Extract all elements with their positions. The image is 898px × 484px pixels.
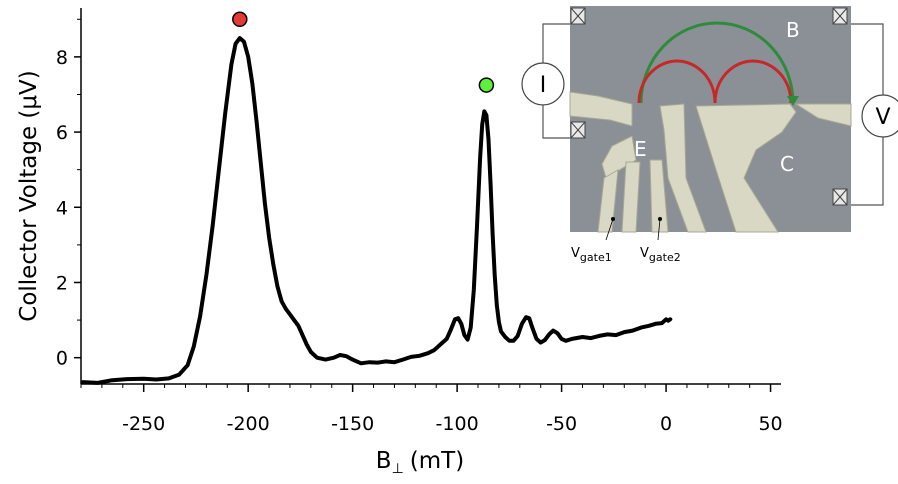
x-tick-label: -250 bbox=[122, 413, 165, 435]
gate2-leader bbox=[657, 218, 661, 241]
x-tick-label: 0 bbox=[660, 413, 672, 435]
gate2-label: Vgate2 bbox=[640, 246, 681, 264]
x-tick-label: 50 bbox=[758, 413, 782, 435]
x-axis-title-unit: (mT) bbox=[410, 448, 464, 474]
x-ticks: -250 -200 -150 -100 -50 0 50 bbox=[80, 384, 783, 435]
voltage-meter-icon bbox=[861, 94, 898, 138]
y-tick-label: 6 bbox=[56, 122, 68, 144]
y-tick-label: 8 bbox=[56, 47, 68, 69]
current-meter-icon bbox=[521, 62, 565, 106]
x-tick-label: -100 bbox=[436, 413, 479, 435]
y-tick-label: 0 bbox=[56, 348, 68, 370]
ohmic-contacts bbox=[570, 7, 848, 206]
x-axis-title-sub: ⊥ bbox=[392, 461, 404, 477]
trajectory-small-arc-2 bbox=[713, 59, 793, 104]
trajectory-small-arc-1 bbox=[637, 59, 717, 104]
x-tick-label: -200 bbox=[227, 413, 270, 435]
x-tick-label: -50 bbox=[546, 413, 577, 435]
y-axis-title: Collector Voltage (μV) bbox=[16, 70, 42, 321]
gate1-label-sub: gate1 bbox=[580, 251, 612, 264]
device-inset: B C E Vgate1 Vgate2 I V bbox=[521, 6, 898, 264]
peak-markers bbox=[232, 11, 495, 93]
contact-pad-icon bbox=[832, 7, 848, 25]
series-line bbox=[81, 36, 673, 385]
label-collector: C bbox=[780, 152, 794, 176]
peak-marker bbox=[478, 77, 495, 93]
x-tick-label: -150 bbox=[331, 413, 374, 435]
axes bbox=[80, 8, 781, 385]
x-axis-title-main: B bbox=[376, 448, 392, 474]
label-base: B bbox=[786, 18, 800, 42]
gate-electrodes bbox=[569, 91, 852, 233]
y-tick-label: 2 bbox=[56, 272, 68, 294]
contact-pad-icon bbox=[570, 121, 586, 139]
contact-pad-icon bbox=[570, 7, 586, 25]
current-meter-label: I bbox=[540, 73, 547, 98]
contact-pad-icon bbox=[832, 188, 848, 206]
gate2-label-sub: gate2 bbox=[649, 251, 681, 264]
circuit-wires bbox=[542, 23, 884, 206]
label-emitter: E bbox=[634, 137, 647, 161]
gate2-label-main: V bbox=[640, 246, 649, 261]
trajectory-arrowhead bbox=[787, 96, 799, 106]
y-ticks: 0 2 4 6 8 bbox=[56, 18, 81, 370]
gate1-leader bbox=[605, 218, 614, 241]
gate1-label-main: V bbox=[571, 246, 580, 261]
voltage-meter-label: V bbox=[875, 105, 890, 130]
trajectory-big-arc bbox=[639, 21, 795, 104]
y-tick-label: 4 bbox=[56, 197, 68, 219]
gate1-label: Vgate1 bbox=[571, 246, 612, 264]
peak-marker bbox=[232, 11, 248, 28]
x-axis-title: B⊥ (mT) bbox=[376, 448, 464, 477]
